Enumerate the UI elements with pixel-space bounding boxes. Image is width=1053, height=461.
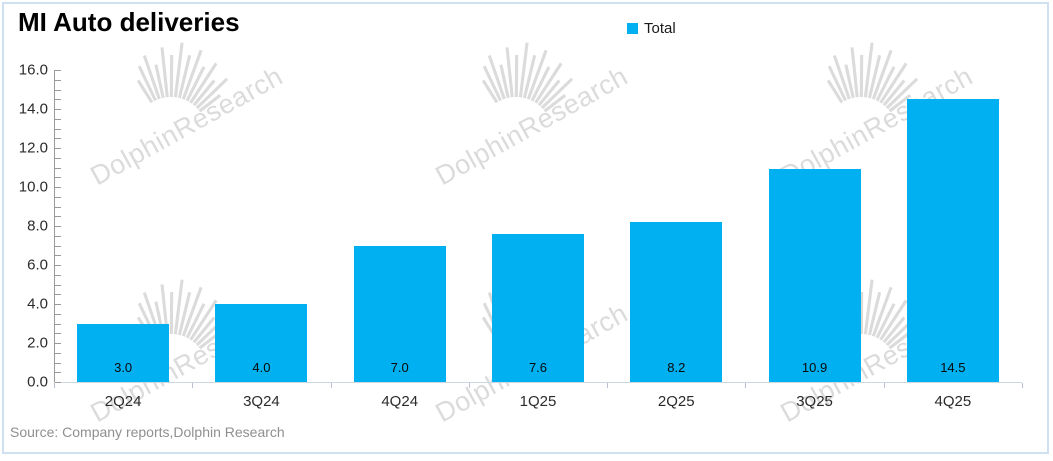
y-tick	[55, 79, 61, 81]
y-tick	[55, 352, 61, 354]
bar-value-label: 14.5	[940, 360, 966, 375]
x-tick	[607, 383, 609, 388]
y-tick	[55, 109, 61, 110]
bar: 7.0	[353, 245, 446, 382]
x-tick	[468, 383, 470, 388]
y-tick	[55, 304, 61, 305]
bar-value-label: 4.0	[252, 360, 271, 375]
y-axis-label: 16.0	[18, 61, 48, 79]
y-axis-line	[54, 70, 55, 382]
bar-value-label: 7.0	[390, 360, 409, 375]
x-axis-label: 4Q25	[934, 393, 972, 410]
y-tick	[55, 196, 61, 198]
bar: 14.5	[906, 99, 999, 382]
x-axis-line	[54, 382, 1022, 383]
y-tick	[55, 382, 61, 383]
x-axis-label: 1Q25	[519, 393, 557, 410]
legend: Total	[627, 20, 676, 37]
bar: 4.0	[215, 304, 308, 382]
x-axis-label: 2Q25	[657, 393, 695, 410]
y-tick	[55, 284, 61, 286]
y-axis-label: 0.0	[27, 373, 48, 391]
y-axis-label: 2.0	[27, 334, 48, 352]
y-tick	[55, 343, 61, 344]
y-tick	[55, 255, 61, 257]
y-axis-label: 10.0	[18, 178, 48, 196]
y-tick	[55, 323, 61, 325]
y-tick	[55, 372, 61, 374]
y-tick	[55, 177, 61, 179]
y-axis-label: 4.0	[27, 295, 48, 313]
y-tick	[55, 362, 61, 364]
x-axis-label: 4Q24	[381, 393, 419, 410]
source-note: Source: Company reports,Dolphin Research	[10, 424, 285, 440]
y-tick	[55, 333, 61, 335]
y-tick	[55, 89, 61, 91]
y-axis-label: 12.0	[18, 139, 48, 157]
y-tick	[55, 118, 61, 120]
y-tick	[55, 187, 61, 188]
x-tick	[54, 383, 55, 388]
bar-value-label: 8.2	[667, 359, 686, 375]
x-tick	[745, 383, 747, 388]
y-axis-label: 8.0	[27, 217, 48, 235]
y-tick	[55, 235, 61, 237]
y-tick	[55, 265, 61, 266]
y-tick	[55, 99, 61, 101]
x-axis-label: 2Q24	[104, 393, 142, 410]
x-tick	[192, 383, 194, 388]
y-tick	[55, 226, 61, 227]
y-tick	[55, 138, 61, 140]
bar-value-label: 3.0	[114, 360, 133, 375]
chart-title: MI Auto deliveries	[18, 7, 240, 37]
y-axis-label: 14.0	[18, 100, 48, 118]
y-tick	[55, 70, 61, 71]
y-tick	[55, 313, 61, 315]
y-tick	[55, 167, 61, 169]
y-tick	[55, 206, 61, 208]
y-tick	[55, 148, 61, 149]
bar-value-label: 10.9	[801, 359, 828, 375]
legend-swatch-icon	[627, 23, 638, 34]
bar: 8.2	[630, 222, 723, 382]
x-axis-label: 3Q25	[796, 393, 833, 410]
y-tick	[55, 128, 61, 130]
x-tick	[1022, 383, 1023, 388]
y-tick	[55, 274, 61, 276]
x-axis-label: 3Q24	[243, 393, 280, 410]
y-tick	[55, 294, 61, 296]
bar: 3.0	[77, 323, 170, 382]
x-tick	[330, 383, 332, 388]
y-tick	[55, 157, 61, 159]
bar: 10.9	[768, 169, 861, 382]
bar-value-label: 7.6	[528, 359, 548, 375]
y-tick	[55, 216, 61, 218]
y-axis-label: 6.0	[27, 256, 48, 274]
y-tick	[55, 245, 61, 247]
x-tick	[883, 383, 885, 388]
bar: 7.6	[492, 233, 584, 382]
legend-label: Total	[644, 20, 676, 37]
